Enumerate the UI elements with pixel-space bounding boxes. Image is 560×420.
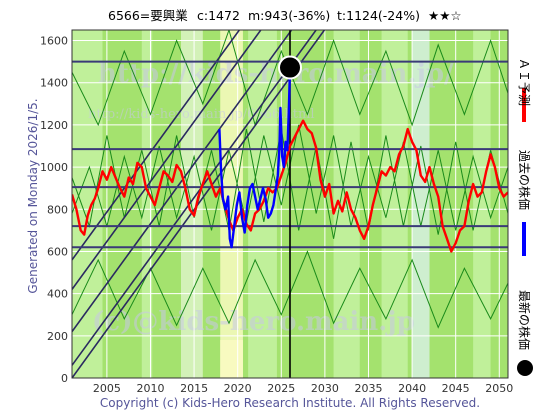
background-band — [473, 30, 491, 378]
y-tick-label: 1200 — [40, 119, 68, 132]
x-tick-label: 2005 — [93, 382, 121, 395]
legend-latest-marker — [517, 360, 533, 376]
legend: ＡＩ予測 過去の株価 最新の株価 — [517, 58, 533, 376]
x-tick-label: 2030 — [311, 382, 339, 395]
y-tick-label: 1000 — [40, 161, 68, 174]
header-target: t:1124(-24%) — [337, 8, 420, 23]
x-tick-label: 2015 — [180, 382, 208, 395]
x-tick-label: 2035 — [354, 382, 382, 395]
header-current: c:1472 — [197, 8, 240, 23]
x-tick-label: 2045 — [442, 382, 470, 395]
legend-past-label: 過去の株価 — [517, 150, 532, 210]
x-tick-label: 2050 — [485, 382, 513, 395]
x-tick-label: 2020 — [224, 382, 252, 395]
background-band — [412, 30, 430, 378]
plot-content: http://kids-hero.main.jp/http://kids-her… — [72, 30, 508, 378]
y-tick-label: 400 — [47, 288, 68, 301]
generated-date-label: Generated on Monday 2026/1/5. — [26, 98, 40, 293]
x-tick-label: 2010 — [136, 382, 164, 395]
trend-line — [72, 30, 241, 261]
plot-frame — [71, 29, 509, 379]
plot-area: http://kids-hero.main.jp/http://kids-her… — [40, 29, 513, 395]
y-tick-label: 800 — [47, 203, 68, 216]
past-series-line — [218, 67, 292, 249]
header-min: m:943(-36%) — [248, 8, 330, 23]
watermark-line3: (c)@kids-hero.main.jp — [92, 307, 415, 337]
current-price-marker — [278, 55, 302, 80]
y-tick-label: 0 — [61, 372, 68, 385]
background-band — [141, 30, 153, 378]
legend-past-swatch — [522, 222, 526, 256]
legend-forecast-swatch — [522, 88, 526, 122]
copyright: Copyright (c) Kids-Hero Research Institu… — [100, 396, 480, 410]
trend-line — [72, 30, 262, 290]
forecast-series-line — [72, 119, 508, 253]
x-tick-label: 2040 — [398, 382, 426, 395]
header-code-name: 6566=要興業 — [108, 8, 188, 23]
y-tick-label: 1400 — [40, 77, 68, 90]
y-tick-label: 600 — [47, 245, 68, 258]
legend-latest-label: 最新の株価 — [517, 290, 532, 350]
legend-forecast-label: ＡＩ予測 — [517, 58, 531, 106]
background-band — [72, 30, 103, 378]
header-stars: ★★☆ — [428, 8, 462, 23]
band-line — [72, 30, 508, 127]
x-tick-label: 2025 — [267, 382, 295, 395]
y-tick-label: 200 — [47, 330, 68, 343]
background-band — [220, 340, 243, 378]
y-tick-label: 1600 — [40, 35, 68, 48]
